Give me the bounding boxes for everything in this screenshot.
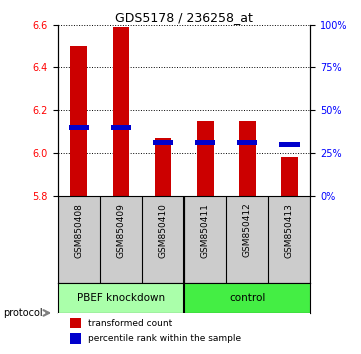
Text: PBEF knockdown: PBEF knockdown (77, 293, 165, 303)
Bar (70, 46, 87, 196)
Bar (70, 318, 81, 328)
Title: GDS5178 / 236258_at: GDS5178 / 236258_at (115, 11, 253, 24)
Text: GSM850408: GSM850408 (74, 202, 83, 257)
Bar (281, 157, 298, 196)
Bar (111, 125, 131, 130)
Bar (195, 139, 215, 145)
Text: transformed count: transformed count (88, 319, 172, 327)
Text: protocol: protocol (4, 308, 43, 318)
Text: percentile rank within the sample: percentile rank within the sample (88, 334, 241, 343)
Text: GSM850411: GSM850411 (201, 202, 210, 257)
Text: GSM850409: GSM850409 (117, 202, 125, 257)
Bar (239, 121, 256, 196)
Bar (279, 142, 300, 147)
Bar (155, 138, 171, 196)
Bar (197, 121, 214, 196)
Bar (70, 333, 81, 343)
Text: GSM850413: GSM850413 (285, 202, 294, 257)
Bar (184, 284, 310, 313)
Bar (237, 139, 257, 145)
Text: control: control (229, 293, 265, 303)
Bar (69, 125, 89, 130)
Text: GSM850410: GSM850410 (158, 202, 168, 257)
Bar (58, 284, 184, 313)
Bar (113, 27, 129, 196)
Text: GSM850412: GSM850412 (243, 202, 252, 257)
Bar (153, 139, 173, 145)
